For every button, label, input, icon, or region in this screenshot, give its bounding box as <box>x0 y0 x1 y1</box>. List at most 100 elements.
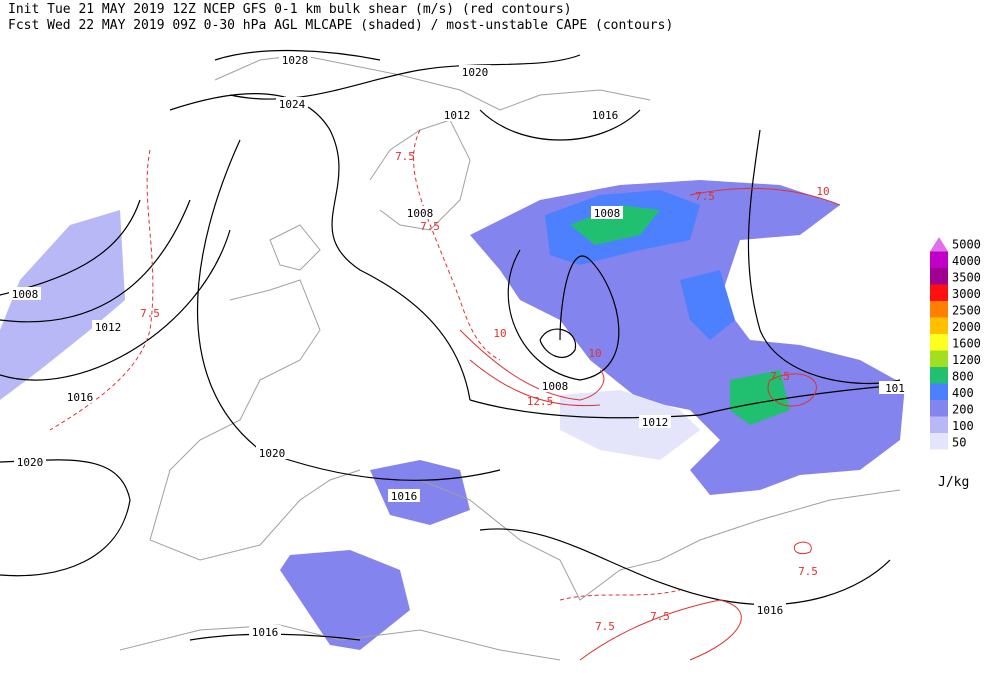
pressure-label: 101 <box>885 382 905 395</box>
shear-label: 7.5 <box>650 610 670 623</box>
cape-shading <box>0 180 905 650</box>
pressure-label: 1024 <box>279 98 306 111</box>
shear-label: 7.5 <box>770 370 790 383</box>
legend-swatch <box>930 433 948 450</box>
pressure-label: 1008 <box>12 288 39 301</box>
header-line: Fcst Wed 22 MAY 2019 09Z 0-30 hPa AGL ML… <box>8 18 673 33</box>
legend-swatch <box>930 317 948 334</box>
isobar <box>507 249 620 381</box>
legend-swatch <box>930 416 948 433</box>
legend-swatch <box>930 268 948 285</box>
legend-label: 100 <box>952 419 974 433</box>
pressure-label: 1020 <box>462 66 489 79</box>
legend-swatch <box>930 284 948 301</box>
label-backdrop <box>404 206 436 219</box>
legend-label: 3000 <box>952 287 981 301</box>
label-backdrop <box>92 320 124 333</box>
shear-contour <box>469 359 601 407</box>
isobar <box>0 229 231 381</box>
label-backdrop <box>441 108 473 121</box>
legend-label: 1600 <box>952 337 981 351</box>
pressure-label: 1016 <box>757 604 784 617</box>
cape-area <box>730 370 790 425</box>
cape-area <box>570 205 660 245</box>
shear-contour <box>459 329 605 401</box>
coastline <box>149 279 361 561</box>
label-backdrop <box>388 489 420 502</box>
isobar <box>214 49 381 61</box>
legend-swatch <box>930 367 948 384</box>
shear-label: 7.5 <box>695 190 715 203</box>
label-backdrop <box>459 65 491 78</box>
pressure-label: 1016 <box>592 109 619 122</box>
label-backdrop <box>591 206 623 219</box>
legend-label: 2500 <box>952 304 981 318</box>
label-backdrop <box>256 446 288 459</box>
isobar <box>169 93 471 401</box>
legend-label: 1200 <box>952 353 981 367</box>
pressure-label: 1008 <box>594 207 621 220</box>
legend-label: 5000 <box>952 238 981 252</box>
legend-label: 3500 <box>952 271 981 285</box>
legend-label: 50 <box>952 436 966 450</box>
isobar <box>479 109 641 141</box>
shear-label: 12.5 <box>527 395 554 408</box>
label-backdrop <box>539 379 571 392</box>
legend: 5000 4000 3500 3000 2500 2000 1600 1200 800 400 20… <box>930 237 981 490</box>
shear-contour <box>767 373 817 407</box>
pressure-label: 1028 <box>282 54 309 67</box>
header-line: Init Tue 21 MAY 2019 12Z NCEP GFS 0-1 km… <box>8 2 572 17</box>
shear-label: 10 <box>588 347 601 360</box>
cape-area <box>560 390 700 460</box>
legend-label: 4000 <box>952 254 981 268</box>
pressure-label: 1012 <box>642 416 669 429</box>
isobar <box>0 199 191 323</box>
contour-labels: 1028 1024 1020 1016 1012 1008 1008 1008 1012 1016… <box>9 53 911 639</box>
label-backdrop <box>249 625 281 638</box>
label-backdrop <box>639 415 671 428</box>
cape-area <box>280 550 410 650</box>
legend-swatch <box>930 237 948 252</box>
isobar <box>469 384 901 419</box>
coastline <box>369 119 471 231</box>
pressure-label: 1016 <box>252 626 279 639</box>
isobar <box>196 139 501 481</box>
shear-label: 7.5 <box>420 220 440 233</box>
pressure-label: 1008 <box>407 207 434 220</box>
pressure-label: 1020 <box>259 447 286 460</box>
shear-contour <box>689 187 841 206</box>
legend-swatch <box>930 251 948 268</box>
cape-area <box>0 210 125 400</box>
shear-label: 7.5 <box>595 620 615 633</box>
legend-label: 800 <box>952 370 974 384</box>
coastline <box>419 479 901 601</box>
pressure-label: 1016 <box>391 490 418 503</box>
label-backdrop <box>589 108 621 121</box>
shear-contours <box>49 129 841 661</box>
shear-label: 10 <box>816 185 829 198</box>
legend-swatch <box>930 383 948 400</box>
shear-contour <box>559 589 681 601</box>
pressure-label: 1008 <box>542 380 569 393</box>
legend-label: 200 <box>952 403 974 417</box>
isobar <box>0 459 131 577</box>
label-backdrop <box>64 390 96 403</box>
coastline <box>269 224 321 271</box>
pressure-label: 1020 <box>17 456 44 469</box>
legend-swatch <box>930 400 948 417</box>
shear-label: 10 <box>493 327 506 340</box>
isobar <box>189 633 361 641</box>
shear-label: 7.5 <box>140 307 160 320</box>
legend-swatch <box>930 301 948 318</box>
label-backdrop <box>879 381 911 394</box>
legend-swatch <box>930 350 948 367</box>
legend-label: 2000 <box>952 320 981 334</box>
shear-contour <box>793 541 812 555</box>
label-backdrop <box>276 97 308 110</box>
shear-label: 7.5 <box>798 565 818 578</box>
label-backdrop <box>754 603 786 616</box>
legend-label: 400 <box>952 386 974 400</box>
shear-contour <box>413 129 501 361</box>
